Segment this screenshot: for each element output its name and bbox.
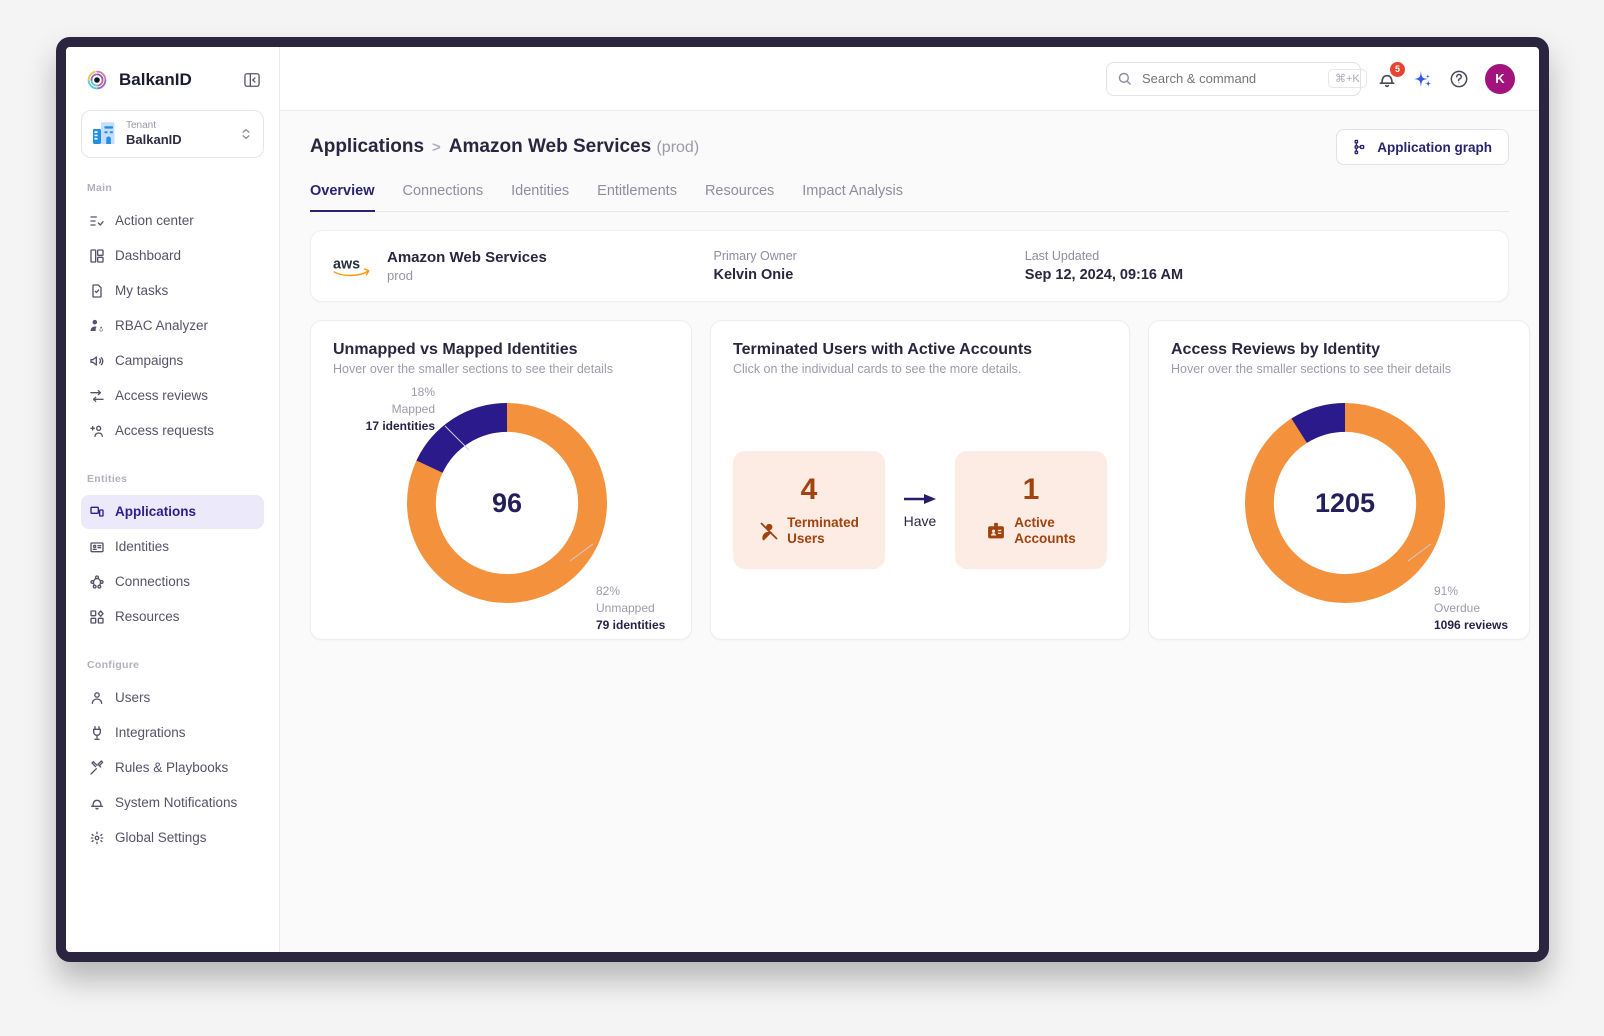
svg-text:aws: aws xyxy=(333,256,360,272)
